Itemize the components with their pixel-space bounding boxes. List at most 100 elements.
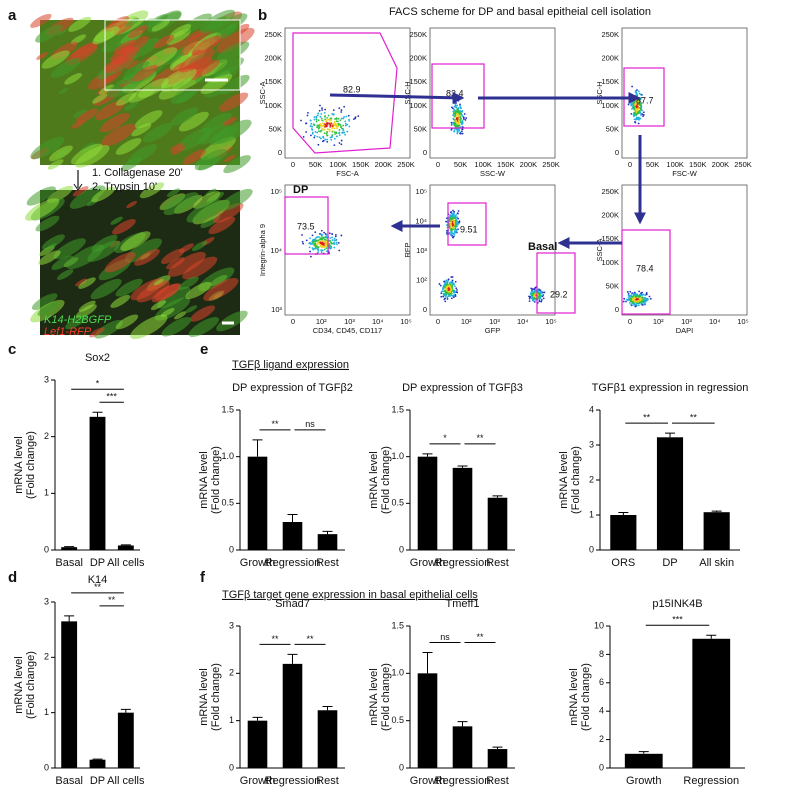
error-bar (64, 615, 75, 622)
facs-event (305, 239, 308, 242)
gate-percent: 78.4 (636, 263, 654, 273)
facs-gate (447, 202, 487, 246)
tissue (112, 219, 136, 235)
bar (487, 749, 508, 768)
tissue (215, 41, 250, 64)
facs-event (541, 294, 544, 297)
facs-event (452, 296, 455, 299)
y-tick-label: 1 (589, 509, 594, 519)
tissue (151, 283, 181, 303)
tissue (134, 248, 160, 266)
facs-y-tick: 10⁴ (415, 216, 427, 225)
facs-event (455, 287, 458, 290)
facs-event (311, 132, 314, 135)
facs-event (461, 121, 464, 124)
facs-event (312, 123, 315, 126)
facs-event (457, 113, 459, 116)
y-axis-label: mRNA level (368, 668, 380, 725)
facs-x-tick: 250K (397, 160, 415, 169)
facs-event (540, 292, 543, 294)
facs-event (344, 124, 347, 127)
tissue (150, 300, 167, 311)
gate-percent: 29.2 (550, 289, 568, 299)
significance-label: *** (672, 615, 683, 625)
facs-event (311, 247, 314, 250)
facs-y-tick: 100K (601, 258, 619, 267)
facs-event (642, 298, 645, 301)
facs-event (325, 245, 328, 247)
bar (692, 638, 731, 768)
tissue (73, 109, 87, 118)
facs-x-tick: 10⁵ (737, 317, 748, 326)
facs-y-tick: 50K (269, 124, 282, 133)
facs-event (633, 302, 635, 305)
facs-event (461, 109, 464, 112)
chart-title: DP expression of TGFβ3 (402, 382, 523, 394)
facs-event (313, 118, 316, 121)
facs-event (334, 133, 337, 135)
facs-event (323, 132, 326, 135)
x-tick-label: Regression (435, 557, 491, 569)
facs-x-label: GFP (485, 326, 500, 335)
y-tick-label: 0 (399, 544, 404, 554)
facs-event (446, 281, 449, 284)
facs-y-tick: 200K (264, 54, 282, 63)
facs-event (454, 229, 457, 231)
y-tick-label: 0 (229, 762, 234, 772)
facs-event (319, 130, 322, 133)
tissue (75, 304, 97, 319)
section-heading: TGFβ ligand expression (232, 359, 349, 371)
tissue (30, 13, 52, 28)
significance-label: ** (643, 412, 651, 422)
tissue (50, 58, 81, 78)
error-bar (457, 721, 468, 727)
facs-event (311, 125, 314, 128)
x-tick-label: Basal (55, 775, 83, 787)
facs-event (458, 114, 461, 117)
facs-event (626, 291, 629, 293)
facs-event (630, 103, 633, 106)
facs-event (338, 129, 341, 131)
facs-event (649, 297, 652, 300)
facs-event (449, 214, 452, 217)
facs-event (630, 300, 633, 303)
tissue (188, 317, 220, 338)
facs-event (324, 118, 327, 121)
facs-event (637, 299, 640, 302)
facs-event (442, 293, 445, 296)
facs-event (640, 292, 642, 294)
facs-event (454, 116, 457, 118)
tissue (124, 101, 139, 111)
facs-event (530, 295, 533, 298)
facs-event (629, 290, 632, 293)
facs-event (323, 240, 325, 243)
y-tick-label: 0.5 (391, 715, 404, 725)
facs-event (315, 120, 318, 123)
facs-event (310, 134, 312, 137)
tissue (161, 317, 192, 337)
tissue (212, 202, 244, 223)
facs-event (321, 240, 323, 242)
facs-event (316, 124, 319, 127)
facs-event (309, 119, 312, 122)
facs-event (534, 287, 536, 290)
tissue (219, 188, 253, 211)
facs-event (325, 125, 327, 128)
facs-event (340, 111, 343, 113)
facs-event (300, 119, 302, 122)
facs-plot-frame (284, 184, 411, 316)
facs-y-label: SSC-A (258, 82, 267, 105)
facs-event (450, 218, 453, 221)
tissue (36, 52, 48, 60)
facs-event (445, 288, 448, 290)
facs-event (326, 140, 329, 143)
facs-event (334, 118, 336, 120)
facs-y-label: RFP (403, 243, 412, 258)
facs-event (454, 227, 457, 230)
facs-event (630, 295, 632, 298)
facs-event (450, 121, 453, 124)
facs-event (302, 242, 305, 245)
process-arrow-head (73, 183, 83, 191)
facs-event (638, 290, 640, 293)
facs-y-label: Integrin-alpha 9 (258, 224, 267, 276)
